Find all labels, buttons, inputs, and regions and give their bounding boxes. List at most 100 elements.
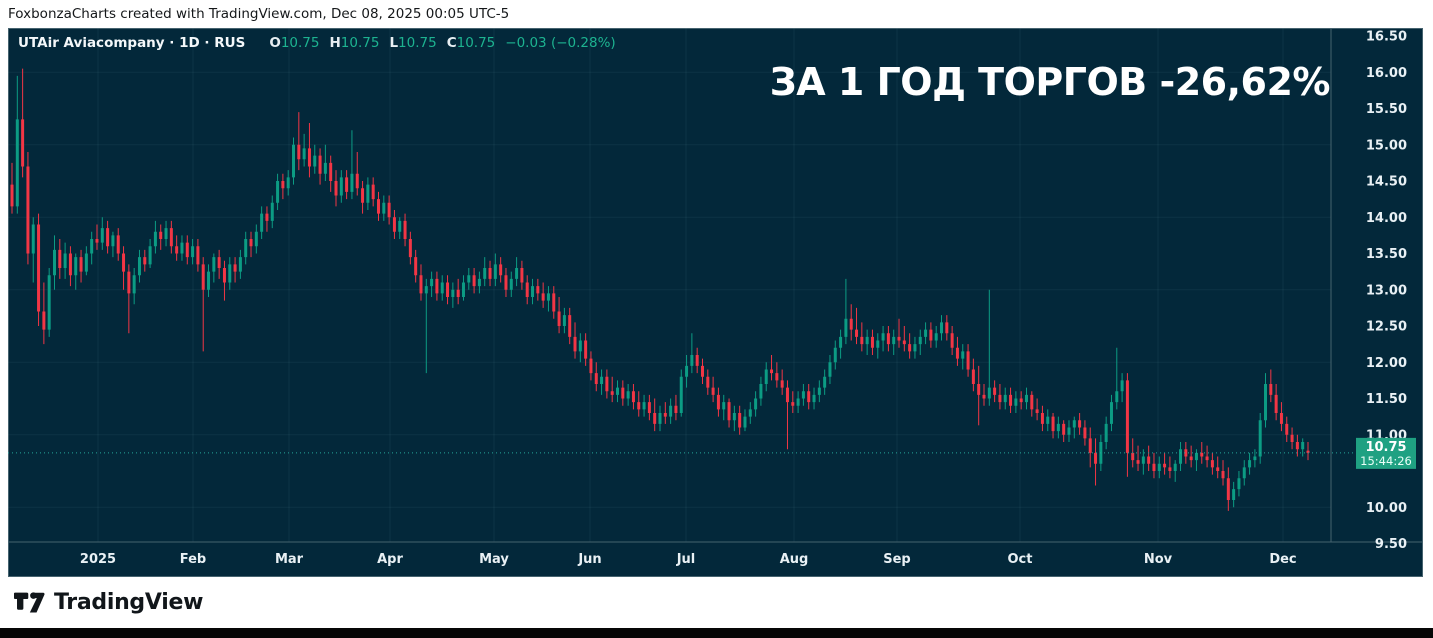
candle-body bbox=[945, 322, 949, 334]
candle-body bbox=[722, 402, 726, 410]
time-tick-label[interactable]: Jul bbox=[676, 552, 696, 567]
candle-body bbox=[971, 369, 975, 384]
candle-body bbox=[812, 394, 816, 403]
candle-body bbox=[987, 387, 991, 399]
candle-body bbox=[84, 253, 88, 272]
candle-body bbox=[143, 257, 147, 265]
candle-body bbox=[966, 351, 970, 370]
candle-body bbox=[1046, 416, 1050, 424]
chart-legend[interactable]: UTAir Aviacompany · 1D · RUS O10.75 H10.75… bbox=[18, 35, 616, 51]
time-tick-label[interactable]: Dec bbox=[1269, 552, 1296, 567]
candle-body bbox=[68, 253, 72, 276]
candle-body bbox=[435, 278, 439, 294]
candle-body bbox=[823, 376, 827, 388]
time-tick-label[interactable]: May bbox=[479, 552, 509, 567]
candle-body bbox=[37, 224, 41, 312]
candle-body bbox=[940, 322, 944, 334]
time-tick-label[interactable]: 2025 bbox=[80, 552, 116, 567]
candle-body bbox=[254, 231, 258, 247]
candle-body bbox=[488, 268, 492, 279]
time-tick-label[interactable]: Oct bbox=[1008, 552, 1033, 567]
candle-body bbox=[589, 358, 593, 374]
time-tick-label[interactable]: Feb bbox=[180, 552, 206, 567]
candle-body bbox=[658, 413, 662, 424]
close-value: 10.75 bbox=[456, 35, 496, 51]
candle-body bbox=[1078, 420, 1082, 428]
candle-body bbox=[1062, 423, 1066, 435]
price-tick-label[interactable]: 13.00 bbox=[1366, 283, 1407, 298]
candle-body bbox=[1232, 489, 1236, 500]
candle-body bbox=[228, 264, 232, 283]
candle-body bbox=[58, 249, 62, 268]
candle-body bbox=[616, 387, 620, 395]
open-value: 10.75 bbox=[280, 35, 320, 51]
symbol-title[interactable]: UTAir Aviacompany · 1D · RUS bbox=[18, 35, 246, 51]
candle-body bbox=[456, 289, 460, 297]
candle-body bbox=[552, 293, 556, 312]
candle-body bbox=[238, 257, 242, 272]
candle-body bbox=[249, 239, 253, 247]
candle-body bbox=[839, 336, 843, 348]
change-value: −0.03 (−0.28%) bbox=[505, 35, 616, 51]
price-tick-label[interactable]: 14.50 bbox=[1366, 175, 1407, 190]
price-tick-label[interactable]: 11.50 bbox=[1366, 392, 1407, 407]
price-tick-label[interactable]: 15.00 bbox=[1366, 138, 1407, 153]
candle-body bbox=[1184, 449, 1188, 457]
candle-body bbox=[106, 228, 110, 247]
candle-body bbox=[791, 402, 795, 406]
candle-body bbox=[1115, 391, 1119, 403]
candle-body bbox=[1274, 394, 1278, 413]
candle-body bbox=[63, 253, 67, 268]
candle-body bbox=[918, 336, 922, 345]
candle-body bbox=[584, 340, 588, 359]
price-tick-label[interactable]: 12.00 bbox=[1366, 356, 1407, 371]
time-tick-label[interactable]: Apr bbox=[377, 552, 403, 567]
candle-body bbox=[525, 282, 529, 297]
candle-body bbox=[201, 264, 205, 290]
price-tick-label[interactable]: 15.50 bbox=[1366, 102, 1407, 117]
price-tick-label[interactable]: 9.50 bbox=[1375, 537, 1407, 552]
candle-body bbox=[419, 275, 423, 294]
candle-body bbox=[398, 220, 402, 232]
price-tick-label[interactable]: 12.50 bbox=[1366, 320, 1407, 335]
candle-body bbox=[132, 275, 136, 294]
candle-body bbox=[1285, 423, 1289, 435]
price-tick-label[interactable]: 16.00 bbox=[1366, 66, 1407, 81]
candle-body bbox=[387, 202, 391, 218]
candle-body bbox=[902, 340, 906, 345]
candle-body bbox=[472, 275, 476, 287]
candle-body bbox=[876, 340, 880, 348]
price-tick-label[interactable]: 14.00 bbox=[1366, 211, 1407, 226]
price-tick-label[interactable]: 16.50 bbox=[1366, 30, 1407, 45]
price-tick-label[interactable]: 13.50 bbox=[1366, 247, 1407, 262]
candle-body bbox=[339, 177, 343, 196]
candle-body bbox=[1242, 467, 1246, 479]
candle-body bbox=[477, 278, 481, 287]
candle-body bbox=[557, 311, 561, 326]
candle-body bbox=[796, 398, 800, 406]
candle-body bbox=[669, 405, 673, 417]
close-label: C bbox=[446, 35, 457, 51]
candle-body bbox=[430, 278, 434, 287]
time-tick-label[interactable]: Nov bbox=[1144, 552, 1173, 567]
candle-body bbox=[1237, 478, 1241, 490]
price-chart[interactable]: 16.50 16.00 15.50 15.00 14.50 14.00 13.50 13.00… bbox=[8, 28, 1423, 577]
time-tick-label[interactable]: Jun bbox=[577, 552, 601, 567]
candle-body bbox=[15, 119, 19, 207]
candle-body bbox=[828, 362, 832, 377]
tradingview-logo-icon bbox=[14, 591, 45, 612]
candle-body bbox=[451, 289, 455, 297]
candle-body bbox=[1141, 456, 1145, 464]
time-tick-label[interactable]: Mar bbox=[275, 552, 304, 567]
candle-body bbox=[366, 184, 370, 203]
candle-body bbox=[313, 155, 317, 167]
time-tick-label[interactable]: Aug bbox=[780, 552, 809, 567]
candle-body bbox=[509, 278, 513, 290]
time-tick-label[interactable]: Sep bbox=[883, 552, 911, 567]
candle-body bbox=[780, 380, 784, 388]
price-tick-label[interactable]: 10.00 bbox=[1366, 501, 1407, 516]
candle-body bbox=[674, 405, 678, 413]
low-label: L bbox=[389, 35, 399, 51]
candle-body bbox=[929, 329, 933, 341]
